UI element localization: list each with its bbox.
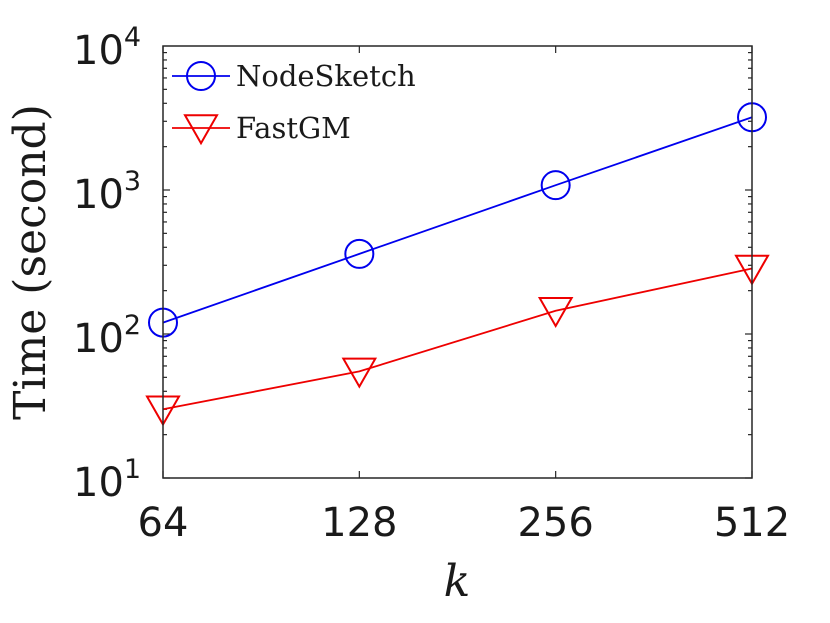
- data-point-nodesketch: [344, 238, 375, 269]
- x-tick-label: 256: [517, 500, 593, 546]
- legend-marker-fastgm: [183, 114, 219, 146]
- data-point-nodesketch: [540, 170, 571, 201]
- y-tick-label: 103: [73, 166, 141, 218]
- data-point-fastgm: [341, 357, 378, 389]
- series-line-nodesketch: [162, 116, 753, 324]
- x-tick-label: 64: [138, 500, 189, 546]
- series-line-fastgm: [162, 267, 753, 411]
- legend-marker-nodesketch: [186, 61, 216, 91]
- legend: NodeSketch FastGM: [172, 59, 416, 146]
- x-tick-label: 128: [321, 500, 397, 546]
- y-tick-label: 104: [73, 22, 141, 74]
- legend-label-fastgm: FastGM: [236, 111, 351, 145]
- series-fastgm: [145, 254, 770, 427]
- y-tick-label: 101: [73, 454, 141, 506]
- data-point-fastgm: [537, 296, 574, 328]
- legend-label-nodesketch: NodeSketch: [236, 59, 416, 93]
- y-tick-label: 102: [73, 310, 141, 362]
- plot-area: [145, 102, 770, 427]
- x-tick-label: 512: [714, 500, 790, 546]
- x-tick-labels: 64 128 256 512: [138, 500, 791, 546]
- x-axis-label: k: [444, 556, 471, 607]
- plot-frame: [162, 45, 753, 479]
- y-axis-label: Time (second): [5, 104, 56, 420]
- y-tick-labels: 101 102 103 104: [73, 22, 141, 506]
